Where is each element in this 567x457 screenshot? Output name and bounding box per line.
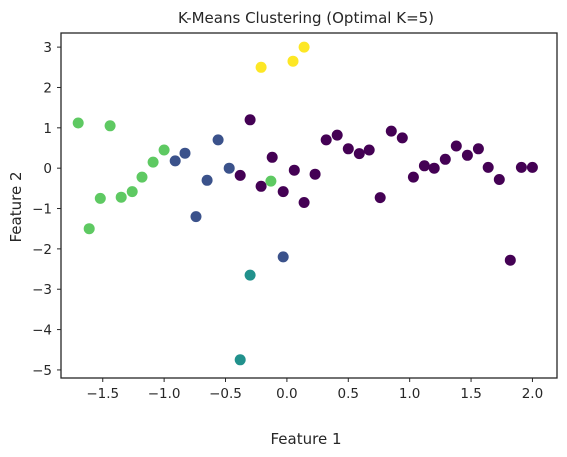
data-point	[342, 143, 354, 155]
data-point	[147, 156, 159, 168]
data-point	[234, 169, 246, 181]
data-point	[277, 251, 289, 263]
data-point	[320, 134, 332, 146]
data-point	[418, 160, 430, 172]
x-tick-label: −0.5	[209, 386, 242, 402]
data-point	[201, 174, 213, 186]
data-point	[287, 55, 299, 67]
data-point	[439, 153, 451, 165]
x-tick-label: 2.0	[522, 386, 543, 402]
y-tick-label: 2	[43, 80, 52, 96]
data-point	[190, 211, 202, 223]
y-tick-label: 1	[43, 121, 52, 137]
data-point	[277, 186, 289, 198]
data-point	[407, 171, 419, 183]
plot-area-frame	[60, 32, 558, 379]
x-tick-label: 0.5	[338, 386, 359, 402]
data-point	[223, 162, 235, 174]
points-layer	[72, 41, 538, 366]
y-tick-label: −5	[32, 363, 52, 379]
data-point	[515, 161, 527, 173]
data-point	[428, 162, 440, 174]
y-tick-label: −1	[32, 202, 52, 218]
data-point	[472, 143, 484, 155]
data-point	[450, 140, 462, 152]
data-point	[136, 171, 148, 183]
y-tick-label: −4	[32, 323, 52, 339]
data-point	[83, 223, 95, 235]
x-axis-ticks: −1.5 −1.0 −0.5 0.0 0.5 1.0 1.5 2.0	[86, 378, 543, 402]
data-point	[266, 151, 278, 163]
x-tick-label: 0.0	[276, 386, 297, 402]
data-point	[526, 161, 538, 173]
data-point	[363, 144, 375, 156]
data-point	[169, 155, 181, 167]
data-point	[265, 175, 277, 187]
data-point	[234, 354, 246, 366]
x-tick-label: 1.0	[399, 386, 420, 402]
y-tick-label: 0	[43, 161, 52, 177]
data-point	[158, 144, 170, 156]
data-point	[374, 192, 386, 204]
x-axis-label: Feature 1	[271, 430, 342, 448]
data-point	[331, 129, 343, 141]
data-point	[298, 41, 310, 53]
data-point	[104, 120, 116, 132]
data-point	[396, 132, 408, 144]
data-point	[212, 134, 224, 146]
data-point	[255, 61, 267, 73]
data-point	[385, 125, 397, 137]
data-point	[504, 254, 516, 266]
data-point	[461, 149, 473, 161]
data-point	[353, 148, 365, 160]
data-point	[288, 164, 300, 176]
data-point	[244, 269, 256, 281]
data-point	[255, 180, 267, 192]
chart-title: K-Means Clustering (Optimal K=5)	[178, 9, 434, 27]
data-point	[126, 186, 138, 198]
y-tick-label: −2	[32, 242, 52, 258]
x-tick-label: 1.5	[460, 386, 481, 402]
data-point	[179, 147, 191, 159]
data-point	[115, 191, 127, 203]
y-tick-label: 3	[43, 40, 52, 56]
x-tick-label: −1.0	[148, 386, 181, 402]
data-point	[493, 174, 505, 185]
data-point	[298, 197, 310, 208]
data-point	[94, 192, 106, 204]
y-axis-label: Feature 2	[7, 172, 25, 243]
data-point	[244, 114, 256, 126]
x-tick-label: −1.5	[86, 386, 119, 402]
data-point	[482, 161, 494, 173]
data-point	[72, 117, 84, 129]
data-point	[309, 168, 321, 180]
y-axis-ticks: −5 −4 −3 −2 −1 0 1 2 3	[32, 40, 61, 379]
y-tick-label: −3	[32, 282, 52, 298]
